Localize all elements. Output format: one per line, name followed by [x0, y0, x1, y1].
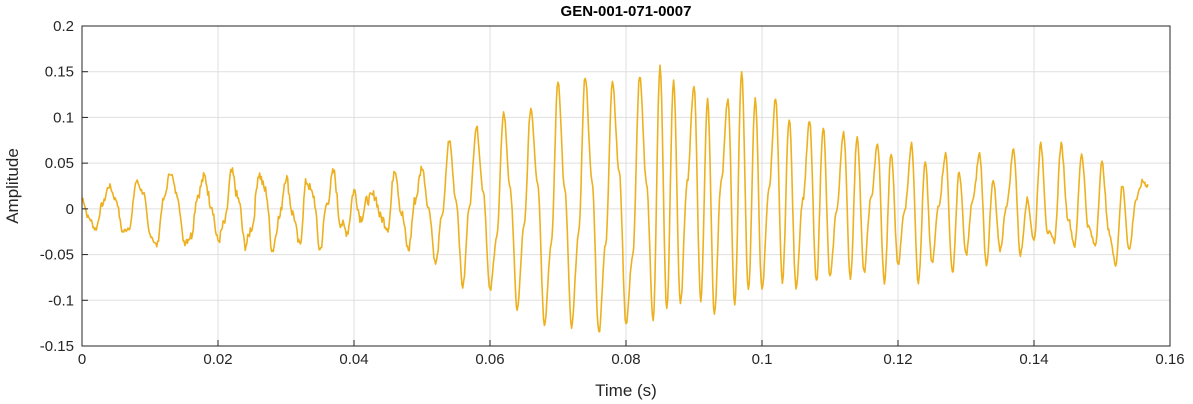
y-tick-label: -0.05: [40, 247, 74, 264]
y-tick-label: 0.15: [45, 64, 74, 81]
x-axis: 0 0.02 0.04 0.06 0.08 0.1 0.12 0.14 0.16: [78, 340, 1185, 368]
x-axis-label: Time (s): [595, 381, 657, 400]
series-line: [81, 64, 1149, 333]
x-tick-label: 0.06: [475, 351, 504, 368]
x-tick-label: 0.04: [339, 351, 368, 368]
y-tick-label: 0.05: [45, 155, 74, 172]
x-tick-label: 0.12: [883, 351, 912, 368]
y-tick-label: 0: [66, 201, 74, 218]
y-axis-label: Amplitude: [3, 148, 22, 224]
x-tick-label: 0.16: [1155, 351, 1184, 368]
y-tick-label: 0.1: [53, 109, 74, 126]
x-tick-label: 0.14: [1019, 351, 1048, 368]
y-tick-label: -0.15: [40, 338, 74, 355]
chart-title: GEN-001-071-0007: [561, 3, 692, 20]
x-tick-label: 0.02: [203, 351, 232, 368]
y-tick-label: -0.1: [48, 292, 74, 309]
plot-area: [81, 64, 1149, 333]
x-tick-label: 0: [78, 351, 86, 368]
y-tick-label: 0.2: [53, 18, 74, 35]
y-axis: -0.15 -0.1 -0.05 0 0.05 0.1 0.15 0.2: [40, 18, 88, 355]
x-tick-label: 0.1: [752, 351, 773, 368]
x-tick-label: 0.08: [611, 351, 640, 368]
